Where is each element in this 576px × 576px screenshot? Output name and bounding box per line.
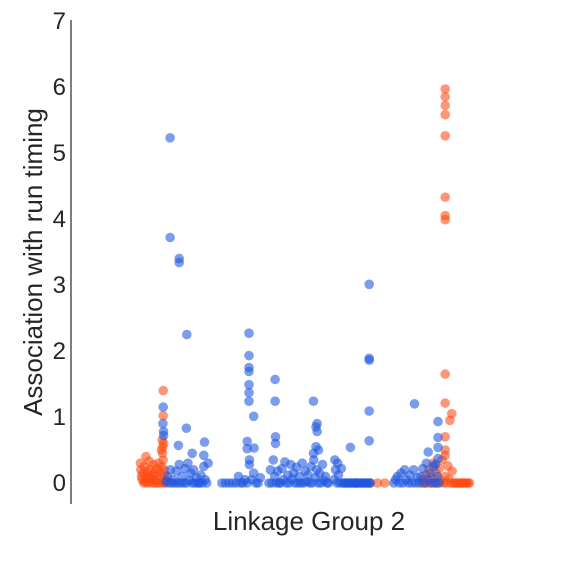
data-point [364, 280, 374, 290]
data-point [249, 443, 259, 453]
data-point [447, 466, 457, 476]
data-point [244, 367, 254, 377]
y-tick-label: 0 [53, 470, 66, 497]
x-axis-label: Linkage Group 2 [213, 506, 405, 536]
y-tick-label: 6 [53, 74, 66, 101]
data-point [465, 478, 475, 488]
y-tick-label: 3 [53, 272, 66, 299]
data-point [309, 455, 319, 465]
data-point [159, 431, 169, 441]
data-point [364, 436, 374, 446]
data-point [364, 406, 374, 416]
data-point [270, 396, 280, 406]
data-point [440, 131, 450, 141]
data-point [244, 351, 254, 361]
data-point [270, 375, 280, 385]
data-point [244, 328, 254, 338]
data-point [337, 464, 347, 474]
data-point [187, 449, 197, 459]
data-point [244, 396, 254, 406]
data-point [330, 455, 340, 465]
data-point [244, 388, 254, 398]
data-point [203, 458, 213, 468]
y-tick-label: 2 [53, 338, 66, 365]
data-point [311, 422, 321, 432]
data-point [346, 443, 356, 453]
data-point [202, 478, 212, 488]
data-point [174, 441, 184, 451]
data-point [423, 447, 433, 457]
data-point [182, 423, 192, 433]
data-point [440, 398, 450, 408]
data-point [174, 258, 184, 268]
data-point [445, 416, 455, 426]
y-tick-label: 7 [53, 8, 66, 35]
y-tick-label: 1 [53, 404, 66, 431]
data-point [158, 419, 168, 429]
data-point [318, 460, 328, 470]
data-point [410, 399, 420, 409]
data-point [364, 355, 374, 365]
data-point [255, 473, 265, 483]
data-point [429, 462, 439, 472]
y-tick-label: 5 [53, 140, 66, 167]
data-point [440, 369, 450, 379]
data-point [165, 133, 175, 143]
data-point [165, 233, 175, 243]
data-point [433, 443, 443, 453]
y-axis-label: Association with run timing [18, 108, 48, 416]
data-point [440, 215, 450, 225]
data-point [434, 478, 444, 488]
data-point [200, 437, 210, 447]
data-point [158, 455, 168, 465]
data-point [245, 460, 255, 470]
data-point [271, 439, 281, 449]
data-point [158, 386, 168, 396]
data-point [380, 478, 390, 488]
y-tick-label: 4 [53, 206, 66, 233]
data-point [440, 192, 450, 202]
data-point [440, 101, 450, 111]
data-point [440, 92, 450, 102]
data-point [249, 412, 259, 422]
data-points [136, 84, 475, 488]
data-point [309, 396, 319, 406]
y-tick-labels: 0 1 2 3 4 5 6 7 [53, 8, 66, 497]
data-point [269, 455, 279, 465]
data-point [433, 417, 443, 427]
data-point [182, 330, 192, 340]
data-point [158, 402, 168, 412]
data-point [440, 110, 450, 120]
data-point [433, 433, 443, 443]
data-point [314, 445, 324, 455]
data-point [366, 478, 376, 488]
